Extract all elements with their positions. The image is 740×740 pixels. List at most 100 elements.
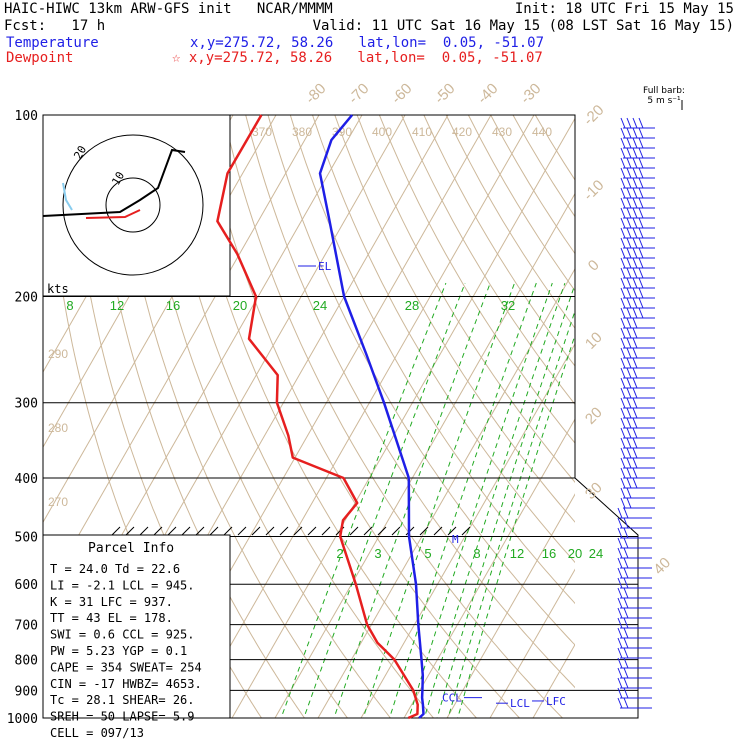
theta-label: 390 <box>332 125 352 139</box>
wind-barb-flag <box>623 557 629 569</box>
mixing-ratio-label: 8 <box>66 298 73 313</box>
wind-barb-flag <box>626 147 632 159</box>
dry-adiabat-line <box>289 115 575 605</box>
wind-barb-flag <box>617 507 623 519</box>
freezing-hatch <box>293 526 303 536</box>
parcel-row: CIN = -17 HWBZ= 4653. <box>50 677 202 691</box>
wind-barb-flag <box>632 347 638 359</box>
wind-barb-flag <box>632 387 638 399</box>
wind-barb-flag <box>617 607 623 619</box>
wind-barb-flag <box>620 407 626 419</box>
wind-barb-flag <box>623 667 629 679</box>
wind-barb-flag <box>617 567 623 579</box>
dry-adiabat-line <box>423 115 575 367</box>
wind-barb-flag <box>623 607 629 619</box>
wind-barb-flag <box>632 477 638 489</box>
parcel-row: TT = 43 EL = 178. <box>50 611 173 625</box>
dry-adiabat-line <box>200 115 521 718</box>
barb-legend: 5 m s⁻¹ <box>647 96 681 106</box>
freezing-hatch <box>321 526 331 536</box>
wind-barb-flag <box>620 427 626 439</box>
theta-label: 380 <box>292 125 312 139</box>
wind-barb-flag <box>620 117 626 129</box>
wind-barb-flag <box>617 527 623 539</box>
freezing-hatch <box>251 526 261 536</box>
wind-barb-flag <box>620 257 626 269</box>
wind-barb-flag <box>623 687 629 699</box>
isotherm-label: 20 <box>582 404 606 428</box>
wind-barb-flag <box>638 167 644 179</box>
isotherm-line <box>231 117 575 718</box>
hodograph-trace-upper <box>42 148 186 217</box>
wind-barb-flag <box>632 207 638 219</box>
wind-barb-flag <box>626 397 632 409</box>
wind-barb-flag <box>626 477 632 489</box>
mixing-ratio-label: 32 <box>501 298 515 313</box>
pressure-label-200: 200 <box>15 291 38 306</box>
freezing-hatch <box>153 526 163 536</box>
wind-barb-flag <box>626 277 632 289</box>
theta-label: 290 <box>48 347 68 361</box>
dry-adiabat-line <box>156 115 435 718</box>
wind-barb-flag <box>623 647 629 659</box>
freezing-hatch <box>391 526 401 536</box>
sounding-profiles <box>216 114 425 720</box>
wind-barb-flag <box>626 387 632 399</box>
isotherm-label: -40 <box>474 80 501 107</box>
wind-barb-flag <box>617 677 623 689</box>
wind-barb-flag <box>620 487 626 499</box>
isotherm-label: 40 <box>650 554 674 578</box>
wind-barb-flag <box>620 237 626 249</box>
wind-barb-flag <box>626 167 632 179</box>
wind-barb-flag <box>623 567 629 579</box>
wind-barb-flag <box>617 577 623 589</box>
wind-barb-flag <box>632 367 638 379</box>
pressure-label-300: 300 <box>15 397 38 412</box>
wind-barb-flag <box>632 327 638 339</box>
temperature-location: x,y=275.72, 58.26 lat,lon= 0.05, -51.07 <box>190 35 545 51</box>
wind-barb-flag <box>626 257 632 269</box>
wind-barb-flag <box>638 247 644 259</box>
wind-barb-flag <box>632 227 638 239</box>
theta-label: 430 <box>492 125 512 139</box>
isotherm-line <box>403 418 575 718</box>
freezing-hatch <box>461 526 471 536</box>
wind-barb-flag <box>632 377 638 389</box>
wind-barb-flag <box>617 517 623 529</box>
wind-barb-flag <box>626 487 632 499</box>
wind-barb-flag <box>632 467 638 479</box>
freezing-hatch <box>377 526 387 536</box>
wind-barb-flag <box>626 217 632 229</box>
wind-barb-flag <box>620 477 626 489</box>
wind-barb-flag <box>638 147 644 159</box>
theta-label: 270 <box>48 495 68 509</box>
wind-barb-flag <box>623 657 629 669</box>
wind-barb-flag <box>632 337 638 349</box>
isotherm-label: 0 <box>585 257 603 275</box>
wind-barb-flag <box>626 327 632 339</box>
hodograph-ring-20 <box>62 134 204 276</box>
mixing-ratio-label: 2 <box>336 546 343 561</box>
init-time: Init: 18 UTC Fri 15 May 15 <box>514 1 734 17</box>
wind-barb-flag <box>620 267 626 279</box>
isotherm-label: -60 <box>388 80 415 107</box>
isotherm-line <box>188 115 535 718</box>
wind-barb-flag <box>623 507 629 519</box>
wind-barb-flag <box>632 117 638 129</box>
wind-barb-flag <box>623 697 629 709</box>
hodograph-ring-label: 10 <box>109 170 127 188</box>
isotherm-label: -20 <box>580 102 607 129</box>
isotherm-line <box>446 493 575 718</box>
mixing-ratio-line <box>389 282 537 718</box>
wind-barb-flag <box>632 137 638 149</box>
wind-barb-flag <box>638 197 644 209</box>
wind-barb-flag <box>626 317 632 329</box>
wind-barb-flag <box>620 227 626 239</box>
mixing-ratio-label: 12 <box>110 298 124 313</box>
freezing-hatch <box>279 526 289 536</box>
wind-barb-flag <box>638 297 644 309</box>
wind-barb-flag <box>632 437 638 449</box>
wind-barb-flag <box>620 337 626 349</box>
dewpoint-legend: Dewpoint <box>6 50 74 66</box>
freezing-hatch <box>167 526 177 536</box>
